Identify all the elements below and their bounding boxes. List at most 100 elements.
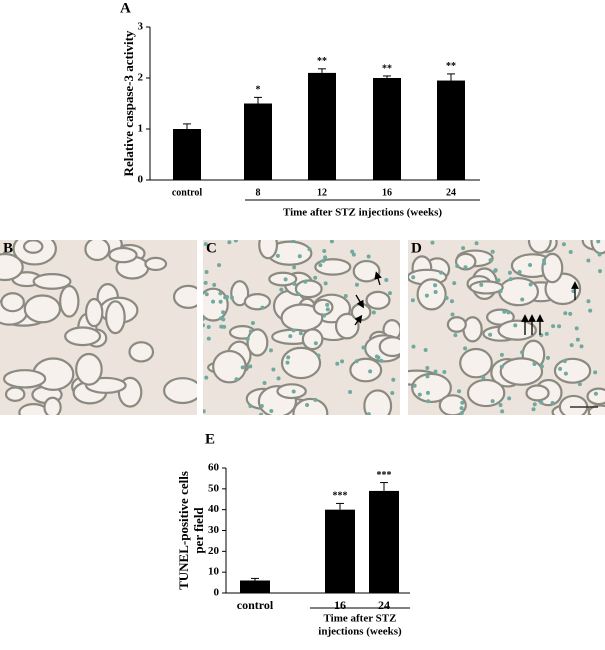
nucleus — [507, 396, 512, 401]
y-axis-label: TUNEL-positive cells — [176, 471, 191, 590]
tubule — [365, 290, 391, 310]
nucleus — [557, 324, 562, 329]
nucleus — [259, 404, 264, 409]
panel-label: D — [411, 240, 422, 256]
nucleus — [275, 253, 280, 258]
tubule — [84, 297, 104, 328]
nucleus — [233, 240, 238, 243]
nucleus — [260, 305, 265, 310]
nucleus — [423, 347, 428, 352]
nucleus — [279, 287, 284, 292]
tubule — [294, 279, 323, 299]
nucleus — [329, 240, 334, 244]
arrow — [374, 271, 382, 286]
nucleus — [528, 262, 533, 267]
nucleus — [259, 412, 264, 415]
nucleus — [322, 313, 327, 318]
tubule — [268, 271, 298, 287]
nucleus — [460, 400, 465, 405]
nucleus — [568, 311, 573, 316]
panel-label: B — [3, 240, 13, 256]
nucleus — [325, 302, 330, 307]
nucleus — [502, 309, 507, 314]
tubule — [459, 347, 493, 379]
tubule — [22, 240, 44, 254]
tubule — [84, 240, 111, 262]
nucleus — [292, 265, 297, 270]
nucleus — [297, 254, 302, 259]
nucleus — [219, 316, 224, 321]
nucleus — [539, 364, 544, 369]
nucleus — [211, 299, 216, 304]
nucleus — [493, 268, 498, 273]
nucleus — [459, 406, 464, 411]
x-tick-label: 16 — [382, 187, 392, 198]
tubule — [144, 256, 168, 272]
nucleus — [248, 404, 253, 409]
nucleus — [313, 275, 318, 280]
nucleus — [245, 336, 250, 341]
nucleus — [313, 397, 318, 402]
tissue — [0, 240, 197, 415]
nucleus — [203, 316, 206, 321]
tubule — [416, 278, 447, 311]
tubule — [499, 357, 544, 386]
significance: ** — [446, 61, 456, 72]
nucleus — [433, 283, 438, 288]
nucleus — [433, 289, 438, 294]
nucleus — [313, 341, 318, 346]
nucleus — [203, 409, 206, 414]
significance: ** — [382, 63, 392, 74]
nucleus — [384, 278, 389, 283]
nucleus — [593, 391, 598, 396]
nucleus — [411, 344, 416, 349]
arrow — [355, 294, 365, 309]
nucleus — [307, 247, 312, 252]
tubule — [105, 300, 126, 335]
nucleus — [291, 389, 296, 394]
nucleus — [488, 258, 493, 263]
tubule — [43, 396, 62, 415]
tubule — [378, 336, 400, 358]
nucleus — [234, 377, 239, 382]
nucleus — [498, 403, 503, 408]
bar — [240, 580, 270, 593]
nucleus — [499, 352, 504, 357]
tubule — [411, 372, 452, 404]
nucleus — [561, 242, 566, 247]
tubule — [108, 246, 138, 264]
nucleus — [325, 307, 330, 312]
nucleus — [459, 410, 464, 415]
nucleus — [204, 292, 209, 297]
tubule — [230, 280, 250, 307]
nucleus — [316, 353, 321, 358]
tubule — [75, 352, 103, 386]
bar — [369, 490, 399, 593]
bar — [437, 80, 465, 180]
nucleus — [291, 328, 296, 333]
nucleus — [558, 366, 563, 371]
x-tick-label: 16 — [334, 598, 346, 612]
nucleus — [425, 390, 430, 395]
y-tick-label: 10 — [208, 566, 220, 578]
nucleus — [417, 392, 422, 397]
tubule — [466, 378, 506, 408]
tubule — [276, 383, 307, 400]
nucleus — [288, 334, 293, 339]
nucleus — [354, 359, 359, 364]
nucleus — [517, 270, 522, 275]
nucleus — [496, 278, 501, 283]
micrograph — [0, 240, 197, 415]
nucleus — [430, 240, 435, 245]
nucleus — [551, 324, 556, 329]
nucleus — [539, 400, 544, 405]
nucleus — [542, 261, 547, 266]
nucleus — [323, 255, 328, 260]
nucleus — [298, 331, 303, 336]
tubule — [334, 312, 360, 340]
tubule — [352, 259, 381, 283]
significance: * — [256, 85, 261, 96]
nucleus — [545, 355, 550, 360]
nucleus — [285, 360, 290, 365]
significance: *** — [333, 491, 348, 502]
